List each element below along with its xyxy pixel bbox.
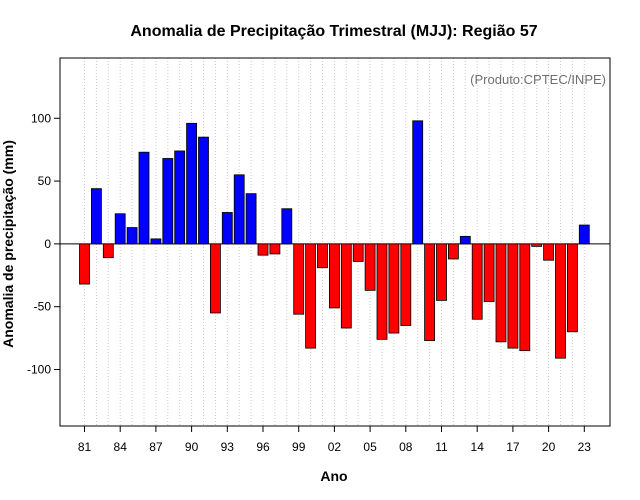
x-tick-label: 84 — [114, 440, 128, 454]
bar-1999 — [293, 243, 305, 315]
bars — [79, 120, 590, 359]
bar-1990 — [186, 122, 198, 245]
x-tick-label: 90 — [185, 440, 199, 454]
x-tick-label: 17 — [506, 440, 520, 454]
bar-1988 — [162, 158, 174, 245]
bar-2018 — [519, 243, 531, 352]
bar-2006 — [376, 243, 388, 340]
bar-1984 — [114, 213, 126, 245]
bar-1983 — [102, 243, 114, 259]
bar-1991 — [198, 136, 209, 245]
x-tick-label: 81 — [78, 440, 92, 454]
x-tick-label: 20 — [542, 440, 556, 454]
bar-1996 — [257, 243, 269, 256]
bar-2007 — [388, 243, 400, 334]
bar-2000 — [305, 243, 317, 349]
y-tick-label: 0 — [44, 237, 51, 251]
bar-2016 — [495, 243, 507, 343]
bar-2019 — [531, 243, 543, 247]
plot-frame — [59, 57, 611, 427]
bar-1986 — [138, 151, 150, 245]
x-tick-label: 93 — [221, 440, 235, 454]
x-axis: 81 84 87 90 93 96 99 02 05 08 11 14 17 20 23 — [78, 426, 591, 454]
bar-1993 — [221, 212, 233, 245]
bar-2014 — [471, 243, 483, 320]
bar-1989 — [174, 150, 186, 245]
y-tick-label: -50 — [34, 300, 52, 314]
bar-1997 — [269, 243, 281, 255]
x-tick-label: 14 — [471, 440, 485, 454]
bar-2002 — [328, 243, 340, 309]
x-tick-label: 02 — [328, 440, 342, 454]
bar-2015 — [483, 243, 495, 303]
x-axis-label: Ano — [320, 468, 347, 484]
bar-1985 — [126, 227, 138, 245]
x-tick-label: 23 — [578, 440, 592, 454]
bar-2017 — [507, 243, 519, 349]
x-tick-label: 96 — [256, 440, 270, 454]
bar-2005 — [364, 243, 376, 291]
bar-1995 — [245, 193, 257, 245]
bar-2008 — [400, 243, 412, 326]
product-annotation: (Produto:CPTEC/INPE) — [470, 72, 606, 87]
x-tick-label: 05 — [363, 440, 377, 454]
bar-1987 — [150, 238, 162, 245]
bar-2020 — [543, 243, 554, 261]
x-tick-label: 08 — [399, 440, 413, 454]
x-tick-label: 87 — [149, 440, 163, 454]
bar-1982 — [91, 188, 102, 245]
bar-1994 — [233, 174, 245, 245]
bar-2003 — [340, 243, 352, 329]
y-axis-label: Anomalia de precipitação (mm) — [0, 140, 16, 348]
bar-2012 — [447, 243, 459, 260]
chart-title: Anomalia de Precipitação Trimestral (MJJ… — [130, 23, 537, 40]
bar-1992 — [209, 243, 221, 314]
bar-2010 — [424, 243, 436, 341]
y-tick-label: 100 — [31, 111, 51, 125]
bar-1981 — [79, 243, 90, 285]
y-tick-label: 50 — [38, 174, 52, 188]
bar-2023 — [578, 224, 590, 245]
bar-2001 — [317, 243, 328, 269]
grid-lines — [84, 58, 585, 426]
bar-2022 — [567, 243, 578, 333]
bar-1998 — [281, 208, 293, 245]
bar-2021 — [555, 243, 566, 359]
bar-2013 — [459, 235, 471, 245]
bar-2004 — [352, 243, 364, 262]
bar-2011 — [436, 243, 447, 301]
x-tick-label: 99 — [292, 440, 306, 454]
y-tick-label: -100 — [27, 362, 51, 376]
x-tick-label: 11 — [435, 440, 448, 454]
bar-2009 — [412, 120, 424, 245]
y-axis: -100 -50 0 50 100 — [27, 111, 60, 376]
